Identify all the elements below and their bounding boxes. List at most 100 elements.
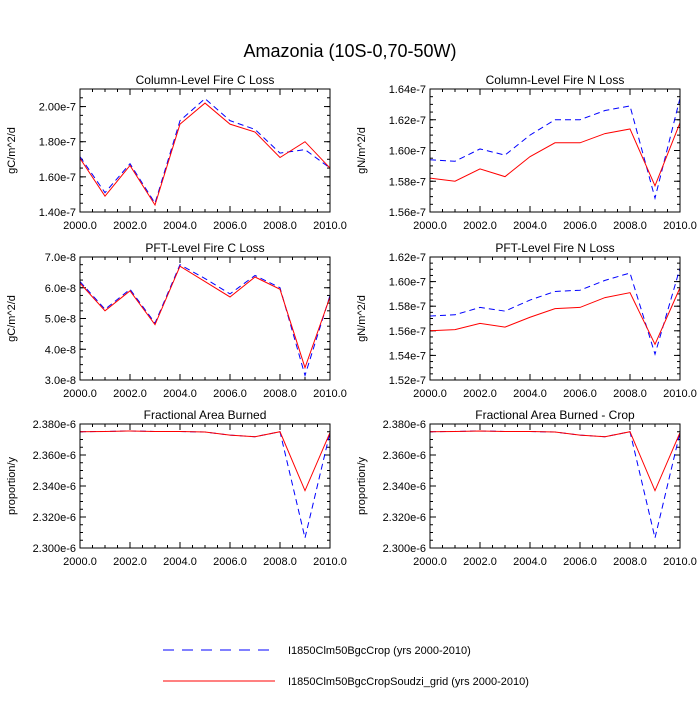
x-tick-label: 2006.0 — [213, 556, 247, 568]
plot-frame — [79, 423, 331, 549]
series-line-1 — [429, 98, 681, 201]
y-tick-label: 2.380e-6 — [383, 419, 426, 431]
series-line-2 — [429, 122, 681, 188]
x-tick-label: 2002.0 — [113, 556, 147, 568]
x-tick-label: 2002.0 — [113, 220, 147, 232]
figure-title: Amazonia (10S-0,70-50W) — [243, 41, 456, 61]
x-tick-label: 2000.0 — [63, 388, 97, 400]
x-tick-label: 2006.0 — [213, 220, 247, 232]
x-tick-label: 2008.0 — [613, 220, 647, 232]
y-tick-label: 1.56e-7 — [389, 207, 426, 219]
x-tick-label: 2000.0 — [413, 388, 447, 400]
x-tick-label: 2006.0 — [563, 220, 597, 232]
panel-3: 2000.0 2002.0 2004.0 2006.0 2008.0 2010.0 3.0e… — [6, 241, 347, 400]
x-tick-label: 2010.0 — [663, 556, 697, 568]
x-tick-label: 2000.0 — [63, 220, 97, 232]
y-axis-label: proportion/y — [6, 456, 18, 515]
y-tick-label: 1.60e-7 — [389, 277, 426, 289]
panel-title: PFT-Level Fire C Loss — [145, 241, 264, 255]
series-line-2 — [79, 102, 331, 207]
y-axis-label: proportion/y — [356, 456, 368, 515]
y-tick-label: 2.300e-6 — [383, 543, 426, 555]
panel-2: 2000.0 2002.0 2004.0 2006.0 2008.0 2010.0 1.56… — [356, 73, 697, 232]
y-tick-label: 6.0e-8 — [45, 283, 76, 295]
y-tick-label: 1.60e-7 — [39, 172, 76, 184]
x-tick-label: 2004.0 — [163, 556, 197, 568]
x-tick-label: 2004.0 — [513, 556, 547, 568]
series-line-2 — [79, 265, 331, 370]
legend-label-series-1: I1850Clm50BgcCrop (yrs 2000-2010) — [288, 645, 471, 657]
x-tick-label: 2008.0 — [263, 220, 297, 232]
y-axis-label: gN/m^2/d — [356, 295, 368, 342]
legend: I1850Clm50BgcCrop (yrs 2000-2010) I1850C… — [163, 645, 529, 688]
panel-title: Fractional Area Burned - Crop — [475, 408, 635, 422]
panel-title: Column-Level Fire N Loss — [486, 73, 625, 87]
x-tick-label: 2008.0 — [263, 388, 297, 400]
panel-title: Column-Level Fire C Loss — [136, 73, 275, 87]
y-tick-label: 1.54e-7 — [389, 350, 426, 362]
x-tick-label: 2004.0 — [163, 388, 197, 400]
y-tick-label: 2.380e-6 — [33, 419, 76, 431]
y-axis-label: gC/m^2/d — [6, 295, 18, 342]
x-tick-label: 2008.0 — [613, 556, 647, 568]
plot-frame — [429, 423, 681, 549]
series-line-2 — [429, 430, 681, 492]
series-line-2 — [79, 430, 331, 492]
x-tick-label: 2002.0 — [113, 388, 147, 400]
x-tick-label: 2002.0 — [463, 388, 497, 400]
y-tick-label: 7.0e-8 — [45, 252, 76, 264]
x-tick-label: 2000.0 — [63, 556, 97, 568]
x-tick-label: 2010.0 — [313, 556, 347, 568]
y-tick-label: 1.60e-7 — [389, 146, 426, 158]
panel-title: PFT-Level Fire N Loss — [495, 241, 614, 255]
x-tick-label: 2010.0 — [313, 388, 347, 400]
x-tick-label: 2006.0 — [563, 388, 597, 400]
x-tick-label: 2004.0 — [163, 220, 197, 232]
y-tick-label: 1.56e-7 — [389, 326, 426, 338]
y-tick-label: 1.58e-7 — [389, 301, 426, 313]
x-tick-label: 2006.0 — [563, 556, 597, 568]
plot-frame — [429, 256, 681, 381]
x-tick-label: 2010.0 — [663, 388, 697, 400]
panel-6: 2000.0 2002.0 2004.0 2006.0 2008.0 2010.0 2.30… — [356, 408, 697, 568]
x-tick-label: 2008.0 — [263, 556, 297, 568]
y-tick-label: 2.320e-6 — [383, 512, 426, 524]
y-tick-label: 3.0e-8 — [45, 375, 76, 387]
x-tick-label: 2010.0 — [663, 220, 697, 232]
y-tick-label: 2.00e-7 — [39, 102, 76, 114]
plot-frame — [79, 256, 331, 381]
x-tick-label: 2002.0 — [463, 220, 497, 232]
x-tick-label: 2002.0 — [463, 556, 497, 568]
x-tick-label: 2004.0 — [513, 220, 547, 232]
y-tick-label: 2.300e-6 — [33, 543, 76, 555]
y-tick-label: 2.360e-6 — [33, 450, 76, 462]
legend-label-series-2: I1850Clm50BgcCropSoudzi_grid (yrs 2000-2… — [288, 676, 529, 688]
panel-5: 2000.0 2002.0 2004.0 2006.0 2008.0 2010.0 2.30… — [6, 408, 347, 568]
x-tick-label: 2000.0 — [413, 220, 447, 232]
y-tick-label: 2.320e-6 — [33, 512, 76, 524]
y-axis-label: gC/m^2/d — [6, 127, 18, 174]
y-tick-label: 4.0e-8 — [45, 344, 76, 356]
y-tick-label: 1.52e-7 — [389, 375, 426, 387]
plot-frame — [429, 88, 681, 213]
y-tick-label: 1.62e-7 — [389, 252, 426, 264]
y-tick-label: 2.360e-6 — [383, 450, 426, 462]
x-tick-label: 2008.0 — [613, 388, 647, 400]
y-tick-label: 1.64e-7 — [389, 84, 426, 96]
y-tick-label: 1.58e-7 — [389, 176, 426, 188]
y-tick-label: 1.62e-7 — [389, 115, 426, 127]
y-tick-label: 1.40e-7 — [39, 207, 76, 219]
series-line-2 — [429, 287, 681, 346]
x-tick-label: 2000.0 — [413, 556, 447, 568]
panel-4: 2000.0 2002.0 2004.0 2006.0 2008.0 2010.0 1.52… — [356, 241, 697, 400]
y-tick-label: 2.340e-6 — [383, 481, 426, 493]
x-tick-label: 2006.0 — [213, 388, 247, 400]
y-tick-label: 5.0e-8 — [45, 314, 76, 326]
panel-title: Fractional Area Burned — [144, 408, 267, 422]
x-tick-label: 2010.0 — [313, 220, 347, 232]
y-axis-label: gN/m^2/d — [356, 127, 368, 174]
series-line-1 — [429, 267, 681, 356]
